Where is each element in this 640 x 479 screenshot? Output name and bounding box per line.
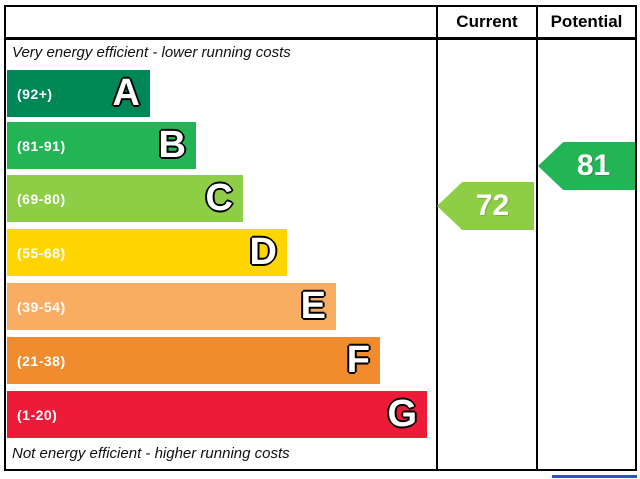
band-f-letter: F: [346, 339, 370, 381]
potential-rating-value: 81: [576, 149, 611, 182]
band-a: (92+) A: [7, 70, 150, 117]
band-g: (1-20) G: [7, 391, 427, 438]
potential-column-header: Potential: [550, 12, 623, 31]
band-b: (81-91) B: [7, 122, 196, 169]
truncated-footer-border: [552, 475, 637, 478]
band-c: (69-80) C: [7, 175, 243, 222]
band-e: (39-54) E: [7, 283, 336, 330]
bottom-caption: Not energy efficient - higher running co…: [12, 445, 290, 462]
band-e-letter: E: [300, 285, 326, 327]
band-a-range-label: (92+): [17, 85, 53, 102]
band-g-range-label: (1-20): [17, 406, 58, 423]
current-rating-value: 72: [475, 189, 510, 222]
header-row-underline: [4, 37, 637, 40]
current-column-divider: [436, 5, 438, 471]
band-a-letter: A: [112, 72, 140, 114]
band-b-range-label: (81-91): [17, 137, 66, 154]
band-f: (21-38) F: [7, 337, 380, 384]
band-d-letter: D: [249, 231, 277, 273]
band-g-letter: G: [387, 393, 417, 435]
band-b-letter: B: [158, 124, 186, 166]
current-column-header: Current: [456, 12, 518, 31]
band-c-letter: C: [205, 177, 233, 219]
band-f-range-label: (21-38): [17, 352, 66, 369]
band-c-range-label: (69-80): [17, 190, 66, 207]
potential-column-divider: [536, 5, 538, 471]
band-e-range-label: (39-54): [17, 298, 66, 315]
band-d-range-label: (55-68): [17, 244, 66, 261]
top-caption: Very energy efficient - lower running co…: [12, 44, 291, 61]
band-d: (55-68) D: [7, 229, 287, 276]
